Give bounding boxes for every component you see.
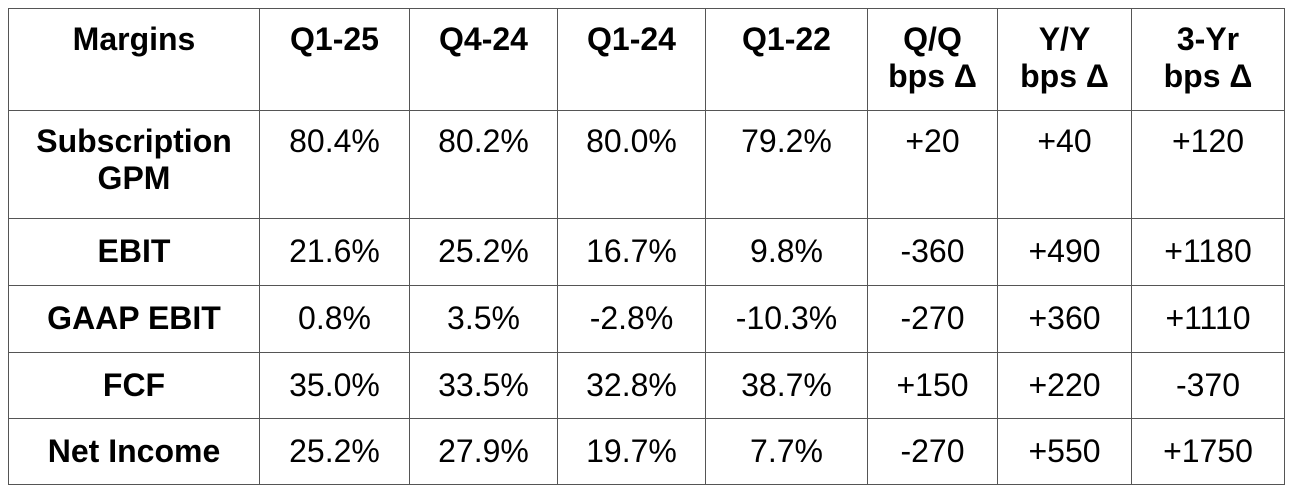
- cell-qq: +20: [867, 110, 998, 219]
- cell-yy: +220: [997, 352, 1132, 419]
- cell-q4-24: 80.2%: [409, 110, 558, 219]
- cell-qq: -270: [867, 285, 998, 353]
- cell-yy: +550: [997, 418, 1132, 485]
- table-row: Subscription GPM 80.4% 80.2% 80.0% 79.2%…: [8, 110, 1285, 219]
- cell-yy: +40: [997, 110, 1132, 219]
- header-qq-line2: bps Δ: [888, 58, 977, 94]
- row-label-net-income: Net Income: [8, 418, 260, 485]
- cell-q4-24: 25.2%: [409, 218, 558, 286]
- cell-q1-25: 35.0%: [259, 352, 410, 419]
- table-row: Net Income 25.2% 27.9% 19.7% 7.7% -270 +…: [8, 418, 1285, 485]
- cell-q4-24: 27.9%: [409, 418, 558, 485]
- cell-q1-25: 21.6%: [259, 218, 410, 286]
- row-label-line1: Subscription: [36, 123, 232, 159]
- header-3yr-bps: 3-Yr bps Δ: [1131, 8, 1285, 111]
- cell-q1-22: 79.2%: [705, 110, 868, 219]
- cell-q1-22: 38.7%: [705, 352, 868, 419]
- cell-q1-22: 9.8%: [705, 218, 868, 286]
- cell-q1-24: 19.7%: [557, 418, 706, 485]
- row-label-gaap-ebit: GAAP EBIT: [8, 285, 260, 353]
- cell-q1-25: 25.2%: [259, 418, 410, 485]
- cell-q1-24: 32.8%: [557, 352, 706, 419]
- cell-3yr: -370: [1131, 352, 1285, 419]
- cell-q1-25: 0.8%: [259, 285, 410, 353]
- cell-q1-24: -2.8%: [557, 285, 706, 353]
- cell-q1-24: 80.0%: [557, 110, 706, 219]
- row-label-line2: GPM: [97, 160, 171, 196]
- cell-qq: -270: [867, 418, 998, 485]
- cell-3yr: +1180: [1131, 218, 1285, 286]
- cell-3yr: +120: [1131, 110, 1285, 219]
- cell-3yr: +1110: [1131, 285, 1285, 353]
- header-q1-25: Q1-25: [259, 8, 410, 111]
- table-row: EBIT 21.6% 25.2% 16.7% 9.8% -360 +490 +1…: [8, 218, 1285, 286]
- header-qq-line1: Q/Q: [903, 21, 962, 57]
- cell-qq: -360: [867, 218, 998, 286]
- header-yy-line2: bps Δ: [1020, 58, 1109, 94]
- margins-table: Margins Q1-25 Q4-24 Q1-24 Q1-22 Q/Q bps …: [8, 8, 1285, 485]
- row-label-ebit: EBIT: [8, 218, 260, 286]
- cell-q4-24: 33.5%: [409, 352, 558, 419]
- cell-yy: +490: [997, 218, 1132, 286]
- header-3yr-line1: 3-Yr: [1176, 21, 1240, 57]
- cell-3yr: +1750: [1131, 418, 1285, 485]
- row-label-fcf: FCF: [8, 352, 260, 419]
- cell-qq: +150: [867, 352, 998, 419]
- header-q1-22: Q1-22: [705, 8, 868, 111]
- row-label-subscription-gpm: Subscription GPM: [8, 110, 260, 219]
- cell-q1-25: 80.4%: [259, 110, 410, 219]
- cell-yy: +360: [997, 285, 1132, 353]
- cell-q4-24: 3.5%: [409, 285, 558, 353]
- header-qq-bps: Q/Q bps Δ: [867, 8, 998, 111]
- header-yy-line1: Y/Y: [1038, 21, 1091, 57]
- cell-q1-24: 16.7%: [557, 218, 706, 286]
- table-header-row: Margins Q1-25 Q4-24 Q1-24 Q1-22 Q/Q bps …: [8, 8, 1285, 111]
- table-row: FCF 35.0% 33.5% 32.8% 38.7% +150 +220 -3…: [8, 352, 1285, 419]
- table-row: GAAP EBIT 0.8% 3.5% -2.8% -10.3% -270 +3…: [8, 285, 1285, 353]
- header-q1-24: Q1-24: [557, 8, 706, 111]
- header-q4-24: Q4-24: [409, 8, 558, 111]
- header-3yr-line2: bps Δ: [1163, 58, 1253, 94]
- header-margins: Margins: [8, 8, 260, 111]
- cell-q1-22: -10.3%: [705, 285, 868, 353]
- cell-q1-22: 7.7%: [705, 418, 868, 485]
- header-yy-bps: Y/Y bps Δ: [997, 8, 1132, 111]
